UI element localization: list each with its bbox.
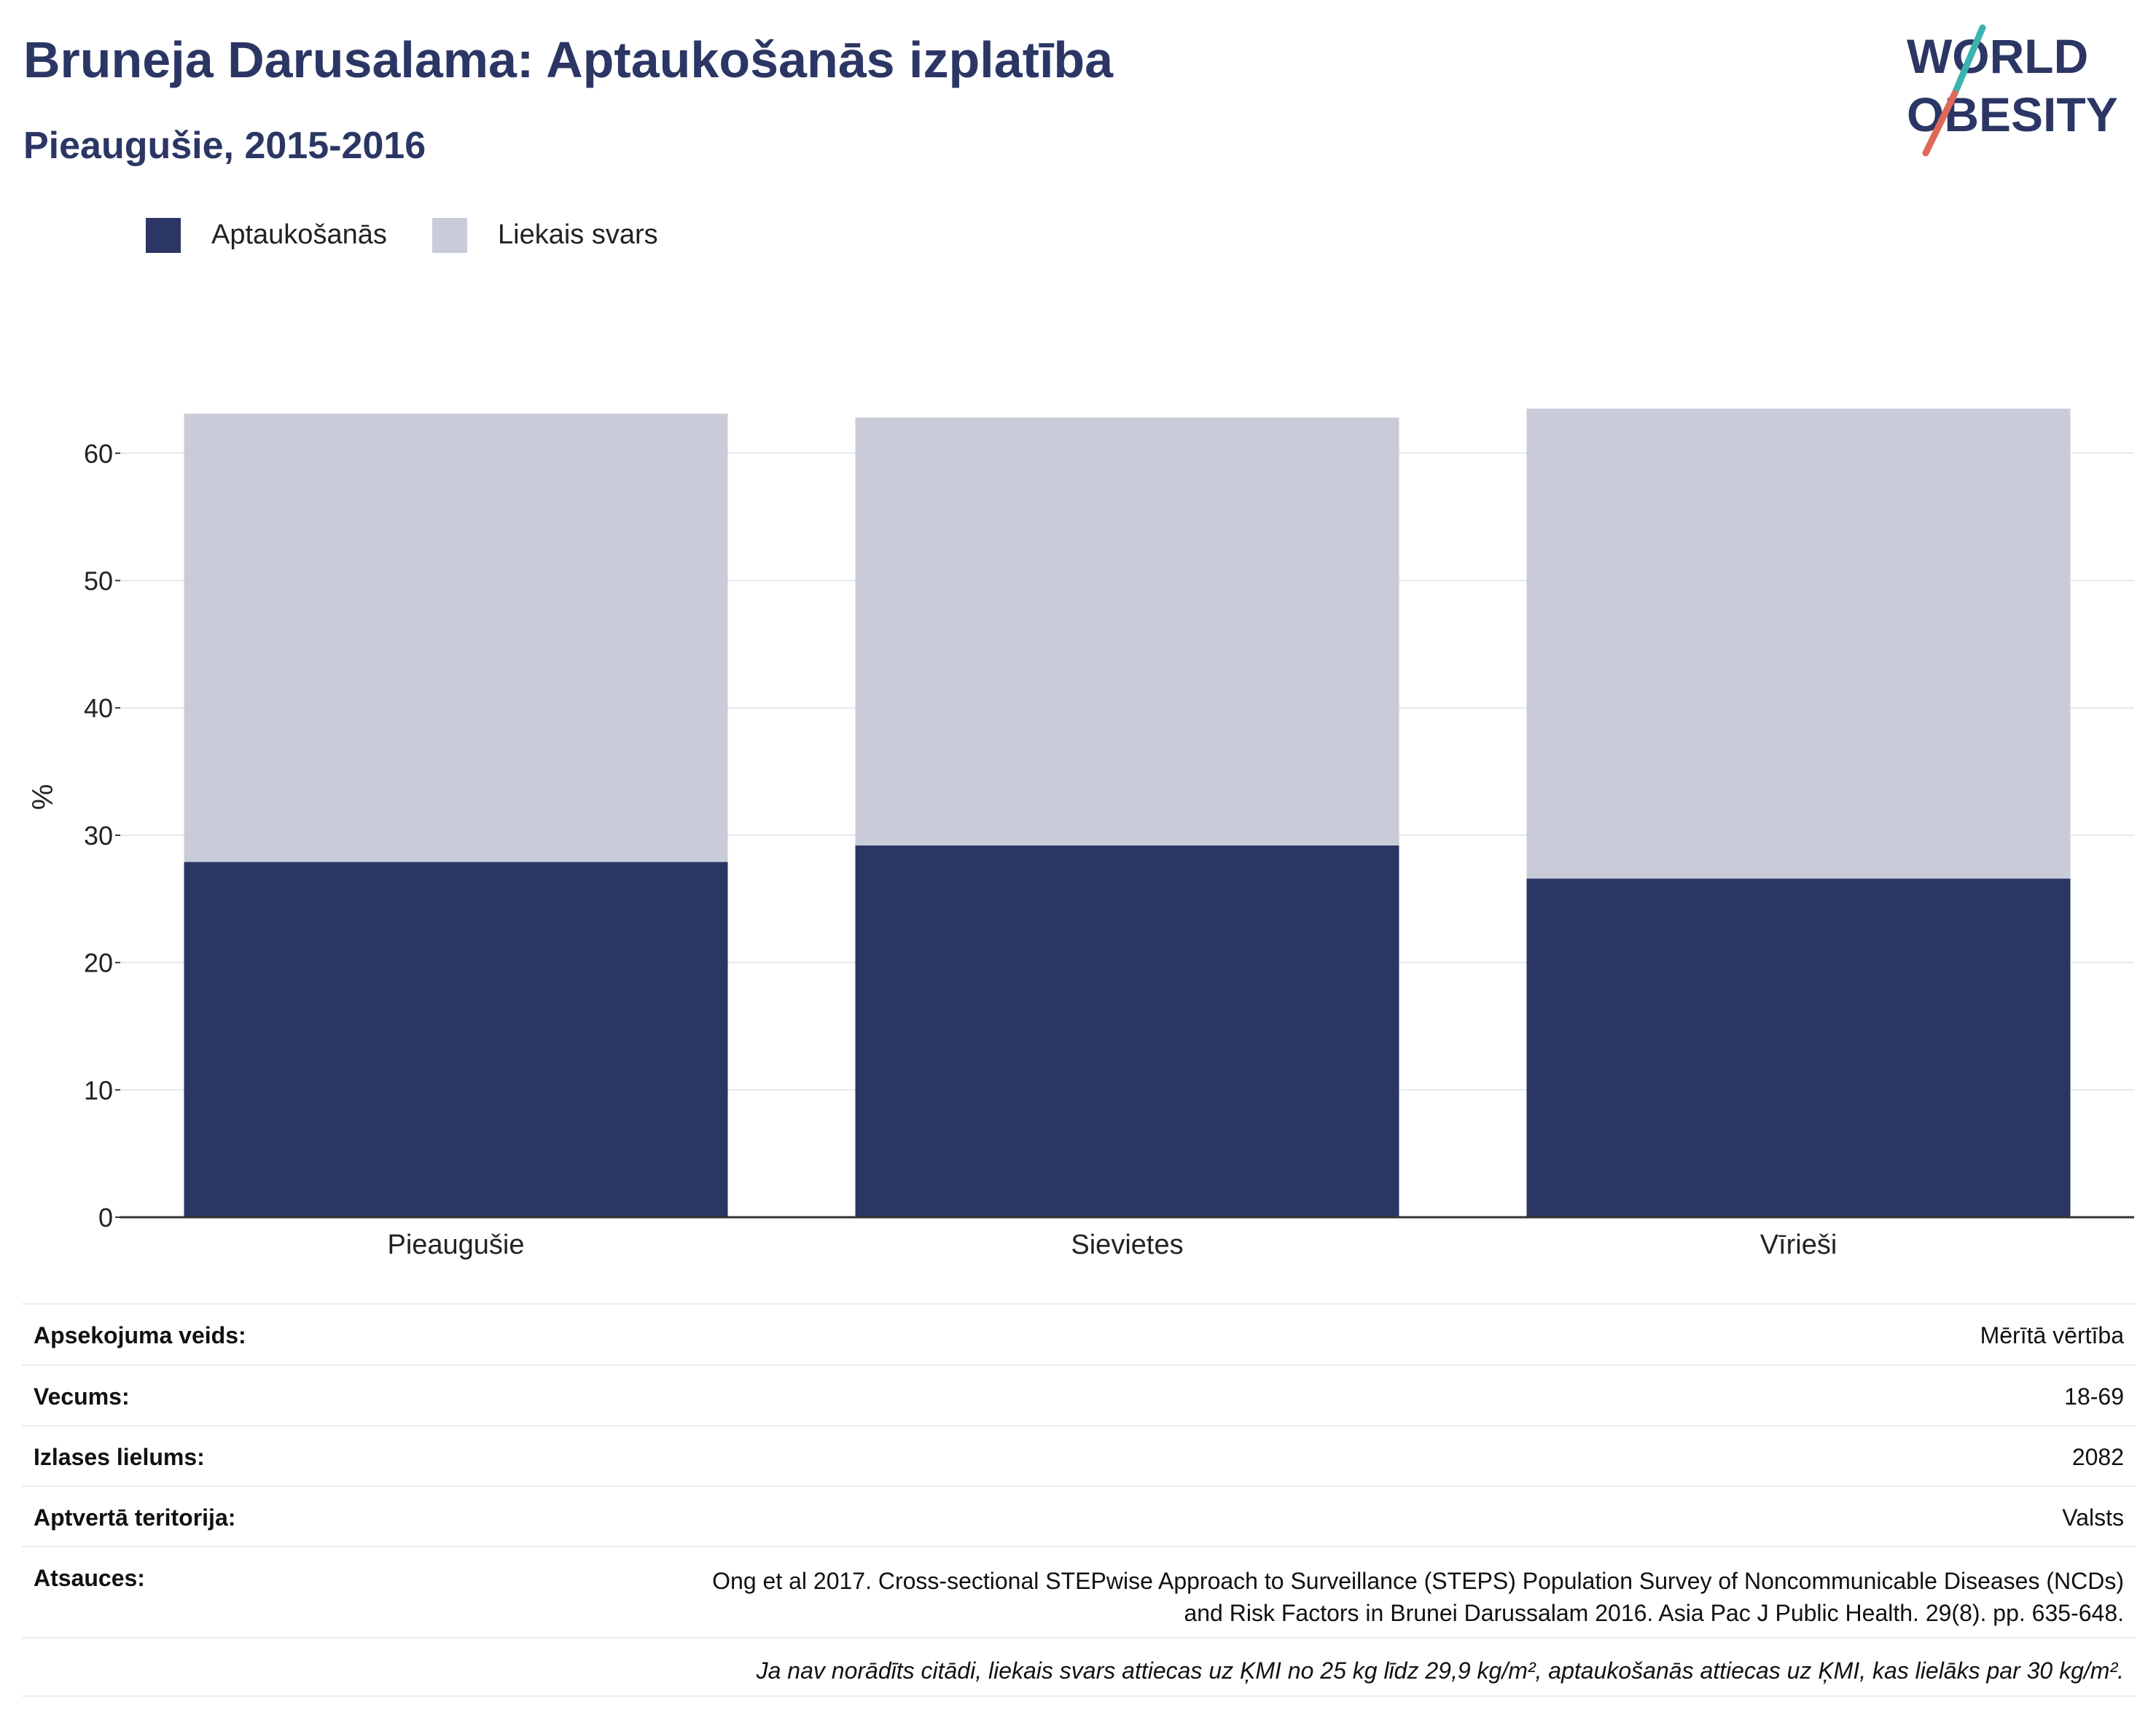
y-tick-label: 60 [84,439,113,469]
bar-overweight [855,417,1399,845]
meta-value: Mērītā vērtība [1980,1322,2124,1348]
axes: 0 10 20 30 40 50 60 Pieaugušie Sievietes Vīrieši% [27,439,2134,1260]
reference-text: Ong et al 2017. Cross-sectional STEPwise… [712,1565,2124,1629]
meta-key: Vecums: [34,1383,130,1410]
bar-overweight [1526,408,2071,879]
meta-value: 18-69 [2064,1383,2124,1410]
meta-value: Valsts [2062,1504,2124,1531]
metadata-table: Apsekojuma veids: Mērītā vērtība Vecums:… [22,1303,2136,1697]
meta-row-references: Atsauces: Ong et al 2017. Cross-sectiona… [22,1546,2136,1637]
reference-line-1: Ong et al 2017. Cross-sectional STEPwise… [712,1568,2124,1594]
y-tick-label: 0 [98,1203,113,1233]
logo-text-world: WORLD [1907,29,2088,83]
bmi-definition-note: Ja nav norādīts citādi, liekais svars at… [22,1637,2136,1697]
meta-key: Aptvertā teritorija: [34,1504,236,1531]
meta-key: Izlases lielums: [34,1444,205,1470]
meta-row-age: Vecums: 18-69 [22,1364,2136,1425]
meta-value: 2082 [2071,1444,2124,1470]
bar-obesity [1526,878,2071,1217]
y-tick-label: 20 [84,948,113,978]
y-tick-label: 40 [84,693,113,723]
reference-line-2: and Risk Factors in Brunei Darussalam 20… [1184,1600,2124,1626]
y-tick-label: 50 [84,566,113,596]
meta-key: Atsauces: [34,1565,145,1591]
legend-swatch-overweight [432,218,467,253]
x-tick-label: Sievietes [1071,1230,1183,1260]
world-obesity-logo: WORLD OBESITY [1907,24,2118,157]
meta-row-coverage: Aptvertā teritorija: Valsts [22,1485,2136,1546]
meta-row-sample-size: Izlases lielums: 2082 [22,1425,2136,1485]
legend-swatch-obesity [146,218,181,253]
chart-subtitle: Pieaugušie, 2015-2016 [23,125,426,167]
stacked-bar-chart: 0 10 20 30 40 50 60 Pieaugušie Sievietes Vīrieši% [27,408,2134,1260]
x-tick-label: Pieaugušie [387,1230,524,1260]
legend-label-obesity: Aptaukošanās [211,219,387,250]
y-tick-label: 30 [84,821,113,851]
bars [184,408,2071,1217]
legend-label-overweight: Liekais svars [498,219,658,250]
bar-obesity [855,845,1399,1217]
meta-row-survey-type: Apsekojuma veids: Mērītā vērtība [22,1303,2136,1364]
y-axis-label: % [27,784,59,811]
bar-overweight [184,413,728,862]
logo-slash-coral [1922,90,1958,157]
y-tick-label: 10 [84,1075,113,1105]
x-tick-label: Vīrieši [1760,1230,1837,1260]
bar-obesity [184,862,728,1217]
meta-key: Apsekojuma veids: [34,1322,246,1348]
logo-slash-teal [1951,24,1986,97]
chart-title: Bruneja Darusalama: Aptaukošanās izplatī… [23,31,1114,88]
